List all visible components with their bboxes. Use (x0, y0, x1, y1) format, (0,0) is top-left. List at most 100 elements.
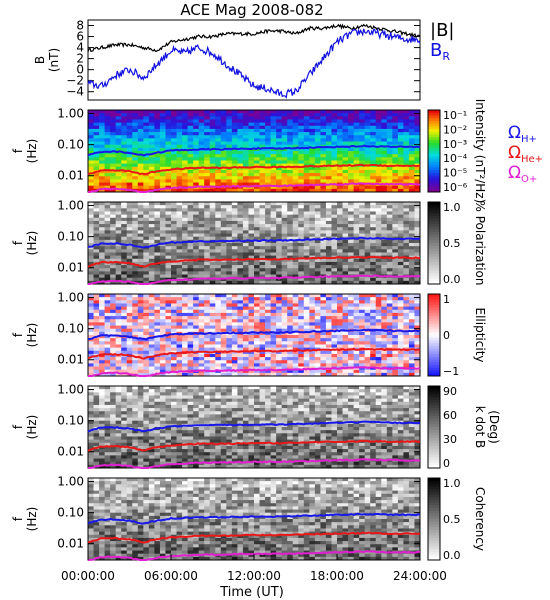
spectrogram-cell (309, 217, 316, 222)
spectrogram-cell (276, 347, 283, 352)
spectrogram-cell (342, 335, 349, 339)
spectrogram-cell (209, 110, 216, 114)
spectrogram-cell (159, 182, 166, 187)
spectrogram-cell (292, 227, 299, 231)
spectrogram-cell (359, 188, 366, 193)
spectrogram-cell (193, 319, 200, 323)
spectrogram-cell (408, 188, 415, 193)
spectrogram-cell (110, 261, 117, 266)
spectrogram-cell (320, 220, 327, 225)
spectrogram-cell (353, 125, 360, 130)
spectrogram-cell (386, 151, 393, 155)
spectrogram-cell (126, 328, 133, 333)
spectrogram-cell (148, 265, 155, 269)
spectrogram-cell (148, 268, 155, 272)
spectrogram-cell (93, 274, 100, 279)
spectrogram-cell (154, 141, 161, 146)
spectrogram-cell (259, 243, 266, 247)
spectrogram-cell (143, 389, 150, 393)
spectrogram-cell (298, 230, 305, 234)
spectrogram-cell (320, 157, 327, 161)
spectrogram-cell (198, 363, 205, 367)
spectrogram-cell (88, 357, 94, 361)
spectrogram-cell (270, 322, 277, 326)
spectrogram-cell (121, 128, 128, 133)
spectrogram-cell (143, 357, 150, 361)
spectrogram-cell (115, 303, 122, 308)
spectrogram-cell (287, 233, 294, 238)
spectrogram-cell (126, 217, 133, 222)
spectrogram-cell (121, 185, 128, 190)
spectrogram-cell (248, 341, 255, 345)
spectrogram-cell (237, 360, 244, 364)
spectrogram-cell (331, 233, 338, 238)
spectrogram-cell (242, 255, 249, 260)
spectrogram-cell (265, 322, 271, 326)
spectrogram-cell (265, 309, 271, 314)
spectrogram-cell (259, 249, 266, 253)
spectrogram-cell (403, 261, 410, 266)
spectrogram-cell (254, 369, 260, 374)
spectrogram-cell (209, 347, 216, 352)
spectrogram-cell (359, 224, 366, 228)
spectrogram-cell (110, 154, 117, 158)
spectrogram-cell (314, 154, 321, 158)
spectrogram-cell (298, 135, 305, 139)
spectrogram-cell (132, 363, 139, 367)
spectrogram-cell (292, 119, 299, 124)
spectrogram-cell (337, 176, 343, 180)
spectrogram-cell (137, 350, 144, 355)
spectrogram-cell (386, 205, 393, 209)
spectrogram-cell (154, 217, 161, 222)
spectrogram-cell (204, 144, 211, 149)
spectrogram-cell (154, 128, 161, 133)
spectrogram-cell (276, 179, 283, 183)
spectrogram-cell (104, 386, 111, 390)
spectrogram-cell (248, 122, 255, 127)
spectrogram-cell (143, 113, 150, 117)
spectrogram-cell (204, 277, 211, 282)
spectrogram-cell (115, 227, 122, 231)
spectrogram-cell (198, 249, 205, 253)
spectrogram-cell (182, 274, 188, 279)
spectrogram-cell (237, 306, 244, 311)
spectrogram-cell (259, 277, 266, 282)
spectrogram-cell (88, 217, 94, 222)
spectrogram-cell (370, 157, 377, 161)
spectrogram-cell (165, 338, 172, 342)
spectrogram-cell (331, 297, 338, 301)
spectrogram-cell (392, 243, 399, 247)
spectrogram-cell (298, 236, 305, 241)
spectrogram-cell (154, 233, 161, 238)
spectrogram-cell (287, 319, 294, 323)
spectrogram-cell (165, 268, 172, 272)
spectrogram-cell (370, 280, 377, 285)
spectrogram-cell (298, 300, 305, 304)
spectrogram-cell (171, 113, 177, 117)
spectrogram-cell (397, 119, 404, 124)
spectrogram-cell (370, 258, 377, 263)
spectrogram-cell (292, 233, 299, 238)
spectrogram-cell (281, 243, 288, 247)
spectrogram-cell (176, 138, 183, 142)
spectrogram-cell (248, 353, 255, 358)
spectrogram-cell (242, 335, 249, 339)
spectrogram-cell (231, 202, 238, 206)
spectrogram-cell (99, 179, 105, 183)
spectrogram-cell (370, 239, 377, 244)
spectrogram-cell (386, 179, 393, 183)
colorbar-tick-label: −1 (443, 365, 459, 378)
spectrogram-cell (348, 277, 354, 282)
spectrogram-cell (375, 360, 382, 364)
spectrogram-cell (370, 230, 377, 234)
spectrogram-cell (198, 236, 205, 241)
spectrogram-cell (148, 353, 155, 358)
spectrogram-cell (237, 246, 244, 250)
spectrogram-cell (353, 141, 360, 146)
spectrogram-cell (381, 319, 388, 323)
spectrogram-cell (314, 300, 321, 304)
spectrogram-cell (337, 360, 343, 364)
spectrogram-cell (137, 357, 144, 361)
spectrogram-cell (242, 141, 249, 146)
spectrogram-cell (337, 138, 343, 142)
